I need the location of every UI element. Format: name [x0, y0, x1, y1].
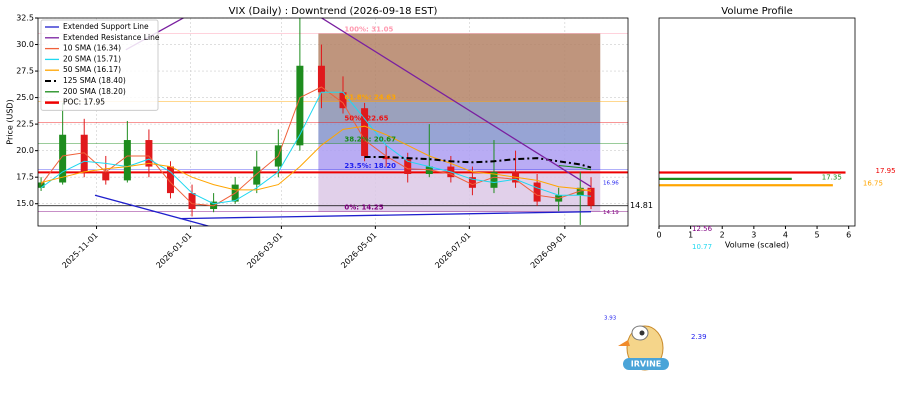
y-tick-label: 32.5 [16, 14, 34, 23]
candle-body [188, 193, 196, 210]
x-tick-label: 2 [720, 231, 725, 240]
level-label: 16.75 [863, 180, 883, 188]
legend-label: 10 SMA (16.34) [63, 44, 121, 53]
sma-line [40, 86, 592, 207]
candle-body [38, 182, 45, 188]
fib-label: 0%: 14.25 [344, 204, 383, 212]
level-label: 17.95 [876, 167, 896, 175]
chart-title: VIX (Daily) : Downtrend (2026-09-18 EST) [229, 6, 438, 17]
y-tick-label: 20.0 [16, 146, 34, 155]
x-tick-label: 5 [815, 231, 820, 240]
price-label: 16.96 [603, 180, 619, 186]
plot-frame [37, 17, 629, 227]
y-axis-label: Price (USD) [6, 99, 15, 144]
sma-line [40, 125, 592, 192]
fib-band [318, 169, 601, 212]
plot-frame [658, 17, 856, 227]
candle-body [533, 182, 541, 202]
candle-body [296, 65, 304, 146]
volume-bar [659, 184, 833, 187]
x-tick-label: 1 [688, 231, 693, 240]
candle-body [145, 140, 153, 167]
volume-bar [659, 177, 792, 180]
candle-body [404, 159, 412, 174]
x-tick-label: 3 [751, 231, 756, 240]
legend-label: 125 SMA (18.40) [63, 76, 126, 85]
fib-label: 100%: 31.05 [344, 25, 393, 33]
x-tick-label: 6 [846, 231, 851, 240]
fib-label: 23.5%: 18.20 [344, 162, 396, 170]
candle-body [253, 166, 261, 185]
logo: IRVINE [618, 325, 669, 371]
fib-label: 61.8%: 24.63 [344, 94, 396, 102]
y-tick-label: 25.0 [16, 93, 34, 102]
annotation-label: 12.56 [692, 225, 713, 233]
candle-body [361, 108, 369, 156]
fib-label: 38.2%: 20.67 [344, 136, 396, 144]
fib-label: 50%: 22.65 [344, 115, 388, 123]
candle-body [102, 171, 110, 181]
level-label: 17.35 [822, 173, 842, 181]
candle-body [490, 171, 498, 188]
candle-body [339, 92, 347, 109]
sma-line [364, 156, 592, 169]
candle-body [317, 65, 325, 93]
y-tick-label: 27.5 [16, 67, 34, 76]
sma-line [40, 91, 592, 205]
candle-body [166, 166, 174, 194]
x-axis-label: Volume (scaled) [725, 241, 789, 250]
y-tick-label: 17.5 [16, 173, 34, 182]
panel-title: Volume Profile [721, 6, 792, 17]
trend-line [125, 18, 592, 188]
price-label: 14.19 [603, 210, 619, 216]
trend-line [94, 194, 592, 226]
x-tick-label: 4 [783, 231, 788, 240]
legend: Extended Support Line Extended Resistance… [40, 19, 160, 111]
volume-bar [659, 171, 846, 174]
candle-body [382, 155, 390, 160]
volume-panel: Volume Profile Volume (scaled) 0 1 2 3 4 5 6 17.9… [656, 6, 895, 250]
legend-label: 50 SMA (16.17) [63, 65, 121, 74]
legend-label: 20 SMA (15.71) [63, 54, 121, 63]
annotation-label: 3.93 [604, 316, 617, 322]
annotation-label: 10.77 [692, 243, 712, 251]
y-tick-label: 15.0 [16, 199, 34, 208]
y-tick-label: 30.0 [16, 40, 34, 49]
candle-body [587, 187, 595, 206]
y-tick-label: 22.5 [16, 120, 34, 129]
fib-band [318, 33, 601, 102]
legend-label: 200 SMA (18.20) [63, 87, 126, 96]
annotation-label: 2.39 [691, 333, 707, 341]
legend-label: Extended Resistance Line [63, 33, 160, 42]
main-panel: VIX (Daily) : Downtrend (2026-09-18 EST)… [6, 6, 653, 270]
fib-band [318, 101, 601, 123]
sma-line [558, 165, 592, 171]
logo-text: IRVINE [631, 360, 661, 369]
x-tick-label: 0 [656, 231, 661, 240]
candle-body [468, 177, 476, 188]
plot-area [38, 18, 628, 226]
legend-label: POC: 17.95 [63, 98, 105, 107]
candle-body [123, 140, 131, 181]
legend-label: Extended Support Line [63, 22, 149, 31]
current-price-label: 14.81 [630, 201, 653, 210]
candle-body [59, 134, 67, 183]
legend-box [40, 19, 159, 111]
fib-band [318, 122, 601, 144]
